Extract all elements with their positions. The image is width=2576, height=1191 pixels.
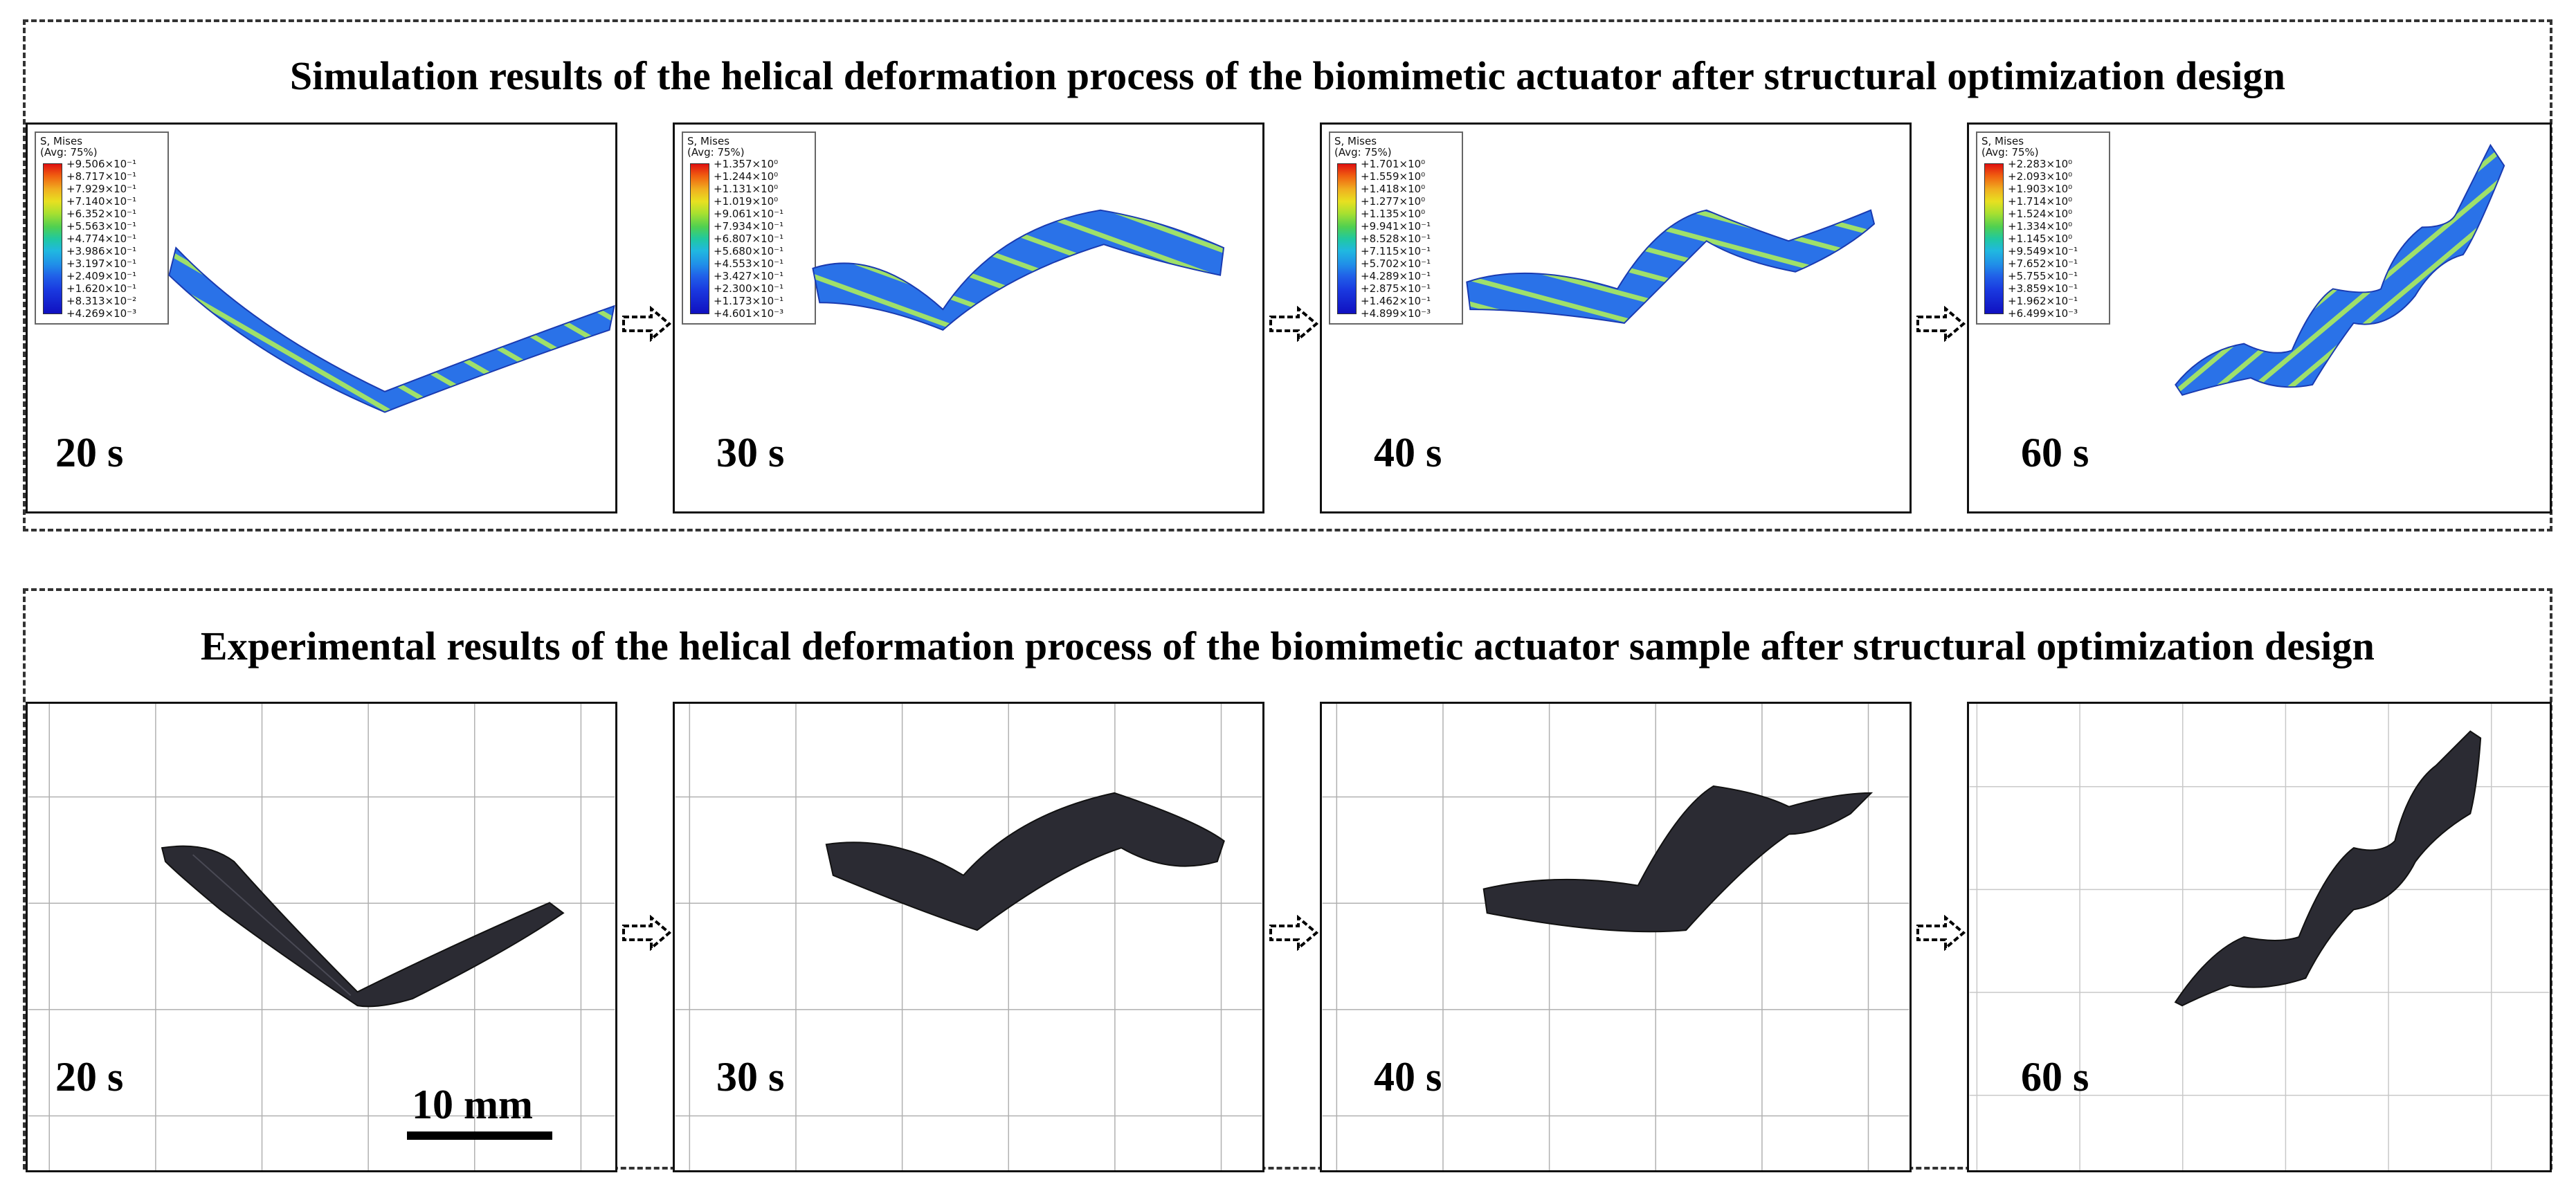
right-arrow-icon [1269, 915, 1319, 951]
time-label: 20 s [55, 1054, 124, 1100]
simulation-section: Simulation results of the helical deform… [23, 19, 2552, 531]
sample-photo-30s [675, 704, 1262, 1170]
legend-values: +1.357×10⁰ +1.244×10⁰ +1.131×10⁰ +1.019×10⁰… [714, 158, 784, 320]
simulation-panels: S, Mises (Avg: 75%) +9.506×10⁻¹ +8.717×10⁻… [26, 122, 2552, 513]
legend-header: S, Mises (Avg: 75%) [1981, 135, 2039, 158]
time-label: 30 s [716, 430, 785, 475]
stress-legend: S, Mises (Avg: 75%) +1.357×10⁰ +1.244×10⁰ +… [682, 131, 816, 325]
simulated-actuator-20s [168, 246, 615, 413]
sim-panel-40s: S, Mises (Avg: 75%) +1.701×10⁰ +1.559×10⁰ +… [1320, 122, 1912, 513]
legend-values: +2.283×10⁰ +2.093×10⁰ +1.903×10⁰ +1.714×10⁰… [2008, 158, 2078, 320]
legend-header: S, Mises (Avg: 75%) [1334, 135, 1392, 158]
legend-colorbar [1337, 163, 1357, 314]
stress-legend: S, Mises (Avg: 75%) +9.506×10⁻¹ +8.717×10⁻… [35, 131, 169, 325]
simulated-actuator-60s [2175, 143, 2505, 396]
scale-bar [407, 1131, 552, 1140]
right-arrow-icon [1916, 306, 1966, 342]
time-label: 20 s [55, 430, 124, 475]
legend-colorbar [43, 163, 62, 314]
experiment-title: Experimental results of the helical defo… [200, 624, 2375, 669]
experiment-section: Experimental results of the helical defo… [23, 588, 2552, 1172]
right-arrow-icon [622, 915, 672, 951]
exp-panel-60s: 60 s [1967, 702, 2552, 1172]
legend-header: S, Mises (Avg: 75%) [687, 135, 745, 158]
right-arrow-icon [622, 306, 672, 342]
simulation-title: Simulation results of the helical deform… [289, 53, 2286, 98]
simulated-actuator-30s [812, 209, 1225, 331]
legend-values: +1.701×10⁰ +1.559×10⁰ +1.418×10⁰ +1.277×10⁰… [1361, 158, 1431, 320]
scale-bar-label: 10 mm [412, 1082, 533, 1127]
sample-photo-40s [1322, 704, 1910, 1170]
time-label: 40 s [1374, 1054, 1442, 1100]
legend-values: +9.506×10⁻¹ +8.717×10⁻¹ +7.929×10⁻¹ +7.140×… [66, 158, 137, 320]
simulated-actuator-40s [1466, 209, 1876, 324]
exp-panel-20s: 20 s 10 mm [26, 702, 617, 1172]
right-arrow-icon [1916, 915, 1966, 951]
time-label: 40 s [1374, 430, 1442, 475]
time-label: 60 s [2021, 430, 2089, 475]
time-label: 30 s [716, 1054, 785, 1100]
time-label: 60 s [2021, 1054, 2089, 1100]
stress-legend: S, Mises (Avg: 75%) +2.283×10⁰ +2.093×10⁰ +… [1976, 131, 2110, 325]
sample-photo-60s [1969, 704, 2550, 1170]
experiment-panels: 20 s 10 mm 30 s [26, 702, 2552, 1172]
exp-panel-40s: 40 s [1320, 702, 1912, 1172]
sample-photo-20s [28, 704, 615, 1170]
sim-panel-60s: S, Mises (Avg: 75%) +2.283×10⁰ +2.093×10⁰ +… [1967, 122, 2552, 513]
stress-legend: S, Mises (Avg: 75%) +1.701×10⁰ +1.559×10⁰ +… [1329, 131, 1463, 325]
legend-colorbar [1984, 163, 2004, 314]
right-arrow-icon [1269, 306, 1319, 342]
legend-header: S, Mises (Avg: 75%) [40, 135, 98, 158]
sim-panel-30s: S, Mises (Avg: 75%) +1.357×10⁰ +1.244×10⁰ +… [673, 122, 1264, 513]
exp-panel-30s: 30 s [673, 702, 1264, 1172]
legend-colorbar [690, 163, 709, 314]
sim-panel-20s: S, Mises (Avg: 75%) +9.506×10⁻¹ +8.717×10⁻… [26, 122, 617, 513]
